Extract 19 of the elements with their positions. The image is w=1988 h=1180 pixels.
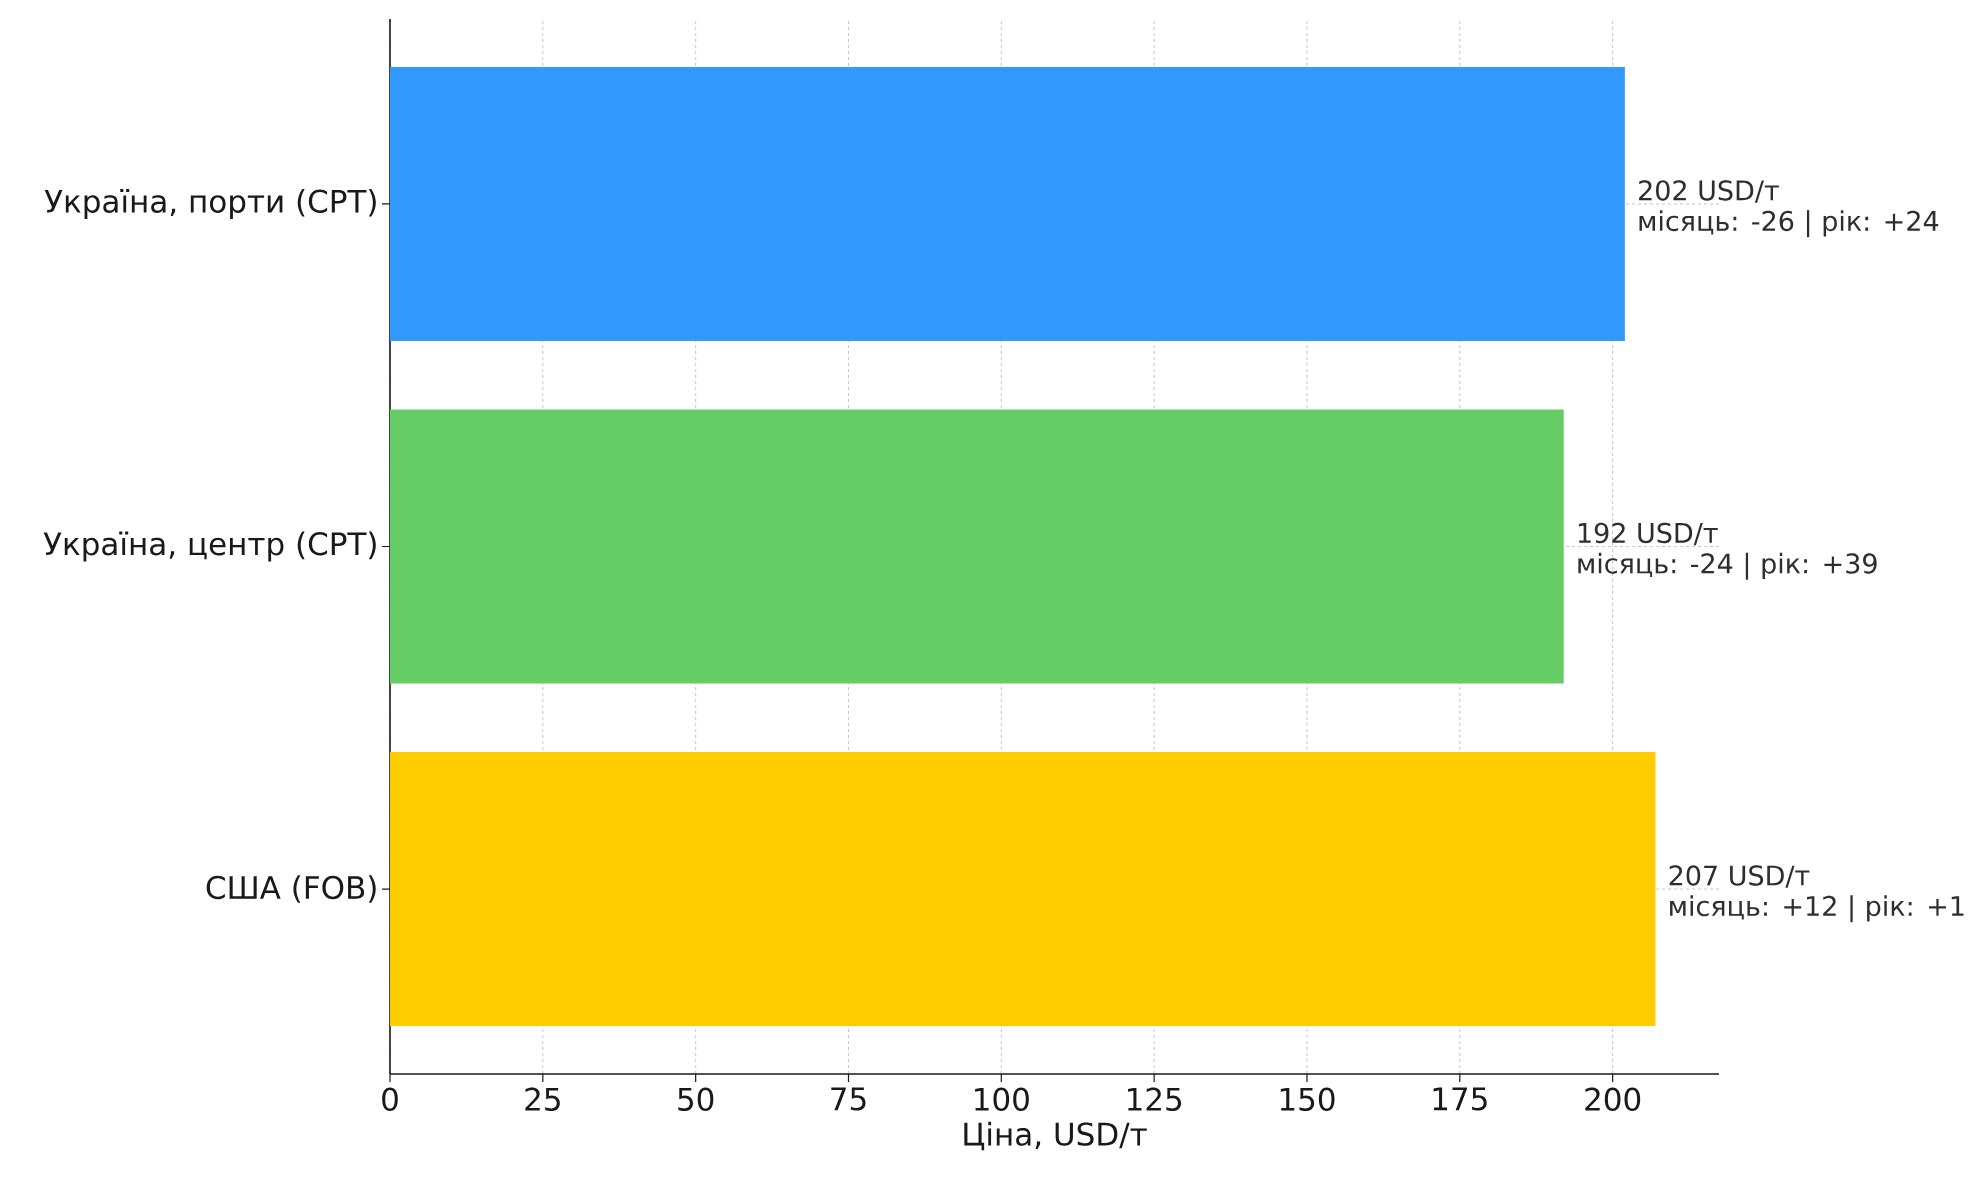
x-tick-label: 200 (1585, 1087, 1641, 1111)
x-tick-label: 25 (525, 1087, 560, 1111)
x-tick-label: 0 (382, 1087, 398, 1111)
x-tick-label: 150 (1280, 1087, 1335, 1111)
x-tick-label: 100 (975, 1087, 1029, 1111)
y-tick-label: Україна, центр (CPT) (43, 531, 376, 562)
y-tick-label: Україна, порти (CPT) (44, 188, 376, 219)
y-tick-label: США (FOB) (206, 875, 376, 903)
x-axis-title: Ціна, USD/т (964, 1121, 1147, 1151)
data-label: 192 USD/т (1578, 522, 1718, 546)
x-tick-label: 175 (1433, 1087, 1487, 1111)
x-tick-label: 50 (678, 1087, 714, 1111)
annotation: місяць: -26 | рік: +24 (1639, 210, 1939, 238)
x-tick-label: 75 (831, 1087, 866, 1111)
annotation: місяць: -24 | рік: +39 (1578, 552, 1877, 580)
data-label: 202 USD/т (1639, 180, 1779, 203)
x-tick-label: 125 (1127, 1087, 1182, 1111)
data-label: 207 USD/т (1669, 865, 1810, 888)
annotation: місяць: +12 | рік: +1 (1670, 895, 1964, 923)
